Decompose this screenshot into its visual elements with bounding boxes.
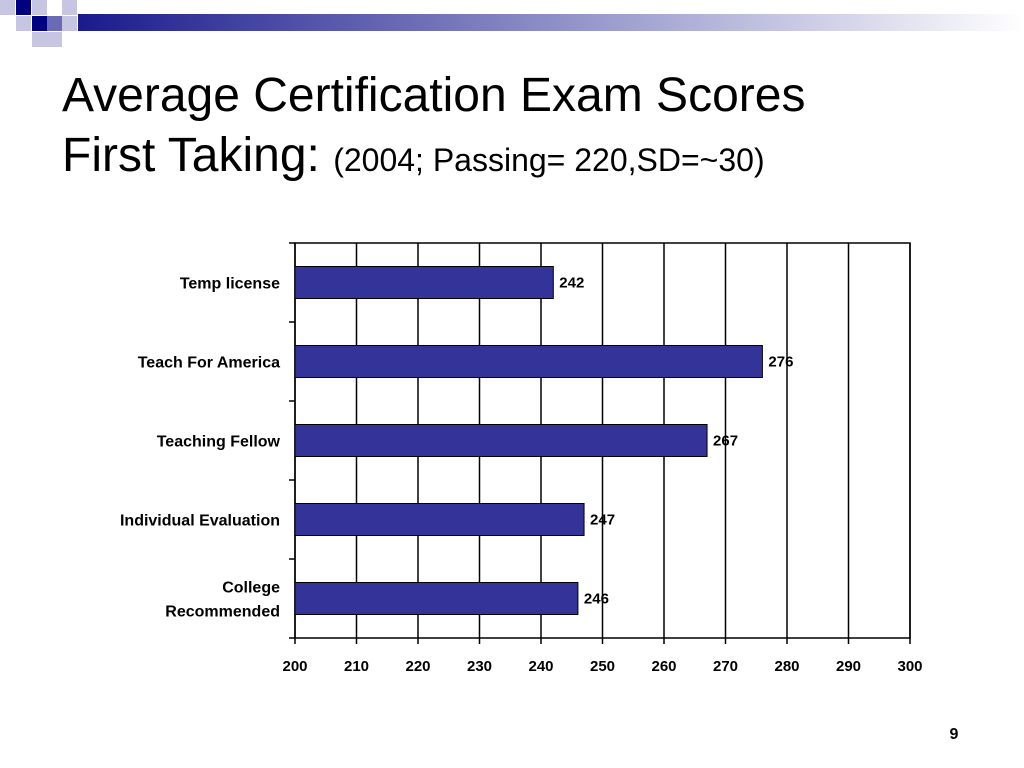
category-label: Individual Evaluation <box>120 513 280 530</box>
data-label: 242 <box>559 275 584 292</box>
title-line-1: Average Certification Exam Scores <box>62 69 806 122</box>
bar <box>294 424 708 457</box>
decoration-square <box>62 16 77 31</box>
x-tick-label: 230 <box>467 658 492 675</box>
decoration-square <box>32 32 47 47</box>
title-subtitle: (2004; Passing= 220,SD=~30) <box>333 142 765 178</box>
x-tick-label: 300 <box>897 658 922 675</box>
category-label: Recommended <box>165 604 280 621</box>
slide-title: Average Certification Exam Scores First … <box>62 72 805 180</box>
x-tick-label: 290 <box>836 658 861 675</box>
x-tick-label: 260 <box>651 658 676 675</box>
x-tick-label: 200 <box>282 658 307 675</box>
x-tick-label: 280 <box>774 658 799 675</box>
decoration-square <box>0 0 15 15</box>
decoration-square <box>32 16 47 31</box>
decoration-square <box>47 32 62 47</box>
bar <box>294 582 579 615</box>
category-label: College <box>222 580 280 597</box>
decoration-square <box>47 16 62 31</box>
title-line-2: First Taking: (2004; Passing= 220,SD=~30… <box>62 132 805 180</box>
page-number: 9 <box>949 726 959 743</box>
data-label: 267 <box>713 433 738 450</box>
x-tick-label: 210 <box>344 658 369 675</box>
x-tick-label: 220 <box>405 658 430 675</box>
bar <box>294 345 763 378</box>
category-label: Teach For America <box>138 355 280 372</box>
decoration-gradient-bar <box>78 14 1024 31</box>
title-decoration <box>0 0 1024 47</box>
data-label: 246 <box>584 591 609 608</box>
bar <box>294 503 585 536</box>
decoration-square <box>16 0 31 15</box>
bar <box>294 266 554 299</box>
category-label: Teaching Fellow <box>157 434 281 451</box>
decoration-square <box>62 0 77 15</box>
decoration-square <box>16 16 31 31</box>
data-label: 247 <box>590 512 615 529</box>
decoration-square <box>32 0 47 15</box>
title-line-2-main: First Taking: <box>62 129 320 182</box>
data-label: 276 <box>768 354 793 371</box>
x-tick-label: 240 <box>528 658 553 675</box>
category-label: Temp license <box>180 276 280 293</box>
x-tick-label: 250 <box>590 658 615 675</box>
x-tick-label: 270 <box>713 658 738 675</box>
